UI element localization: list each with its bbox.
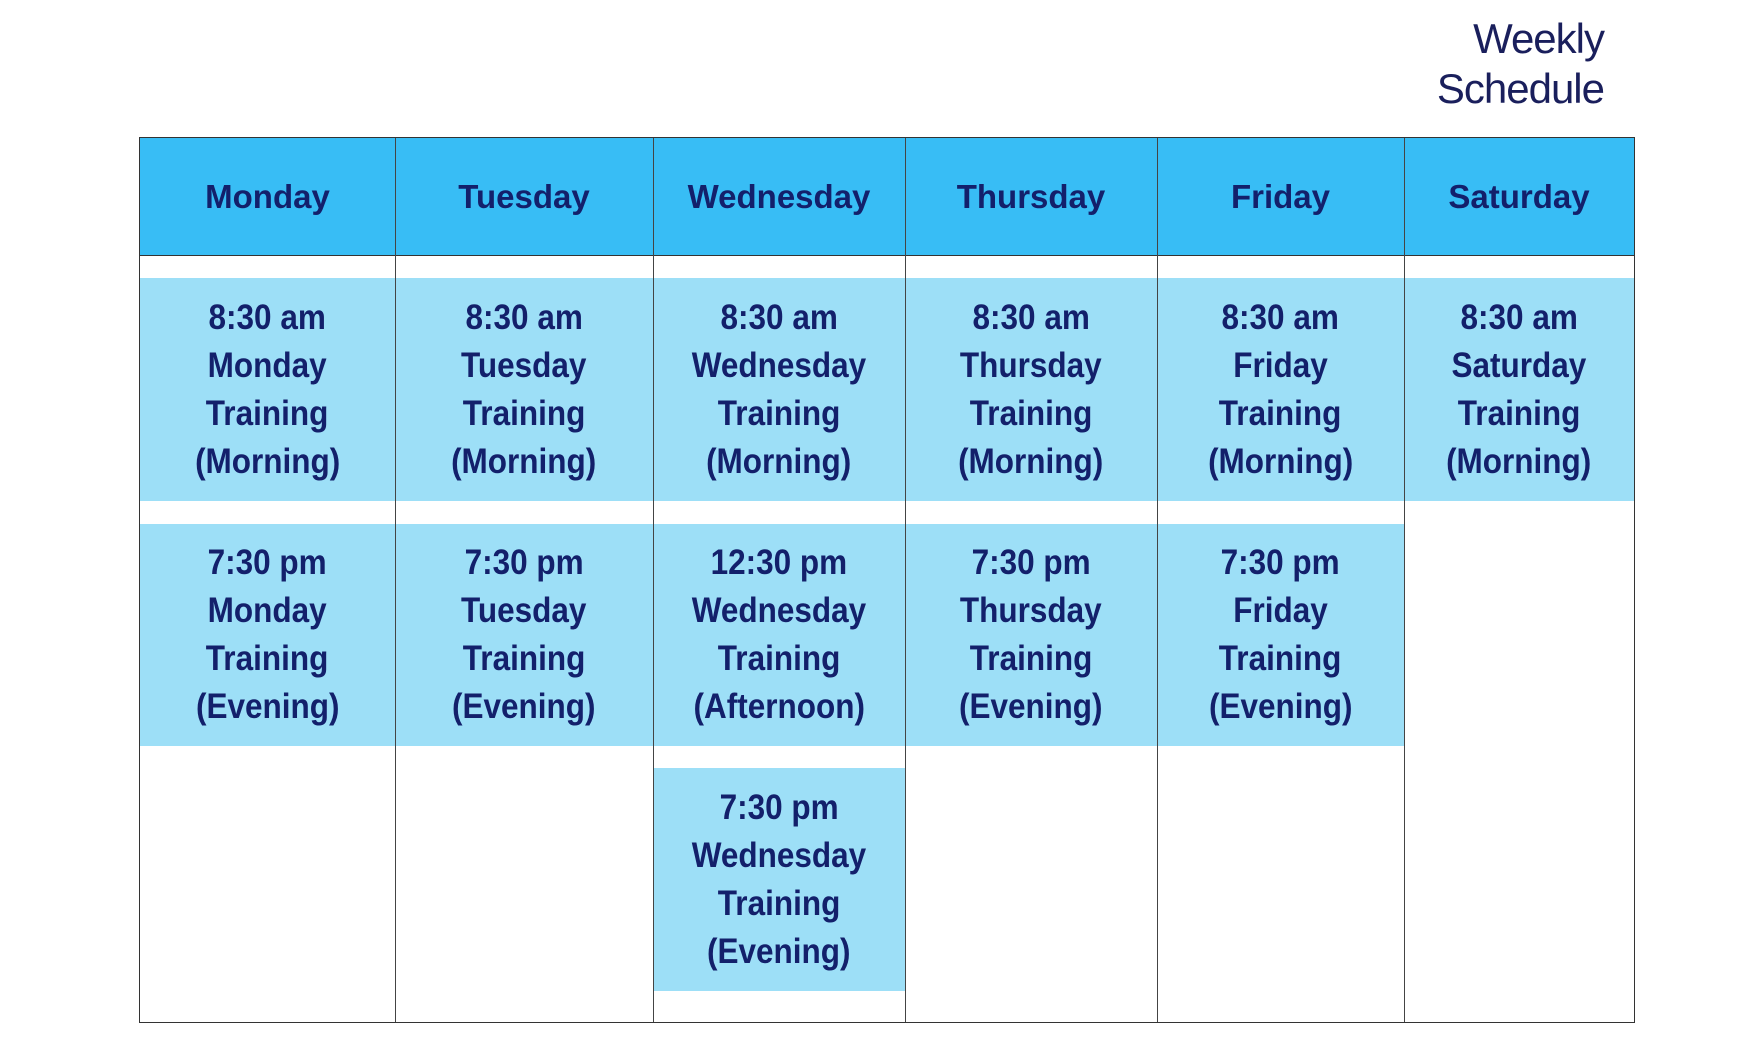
session-line: Friday (1233, 591, 1328, 630)
session-line: Training (717, 393, 841, 433)
session-line: Training (1219, 639, 1342, 678)
session-line: 8:30 am (465, 297, 583, 337)
session-line: (Morning) (958, 441, 1104, 481)
session-line: Monday (207, 591, 327, 630)
session-line: Saturday (1451, 345, 1587, 385)
session-line: Thursday (960, 345, 1102, 385)
session-row1-wednesday: 8:30 am Wednesday Training (Morning) (653, 278, 905, 501)
session-line: Training (462, 639, 586, 678)
session-line: Training (1219, 393, 1342, 433)
session-line: Wednesday (691, 835, 867, 875)
session-line: (Morning) (1446, 441, 1592, 481)
session-line: 12:30 pm (710, 543, 848, 582)
title-line-2: Schedule (1436, 65, 1605, 112)
session-row1-friday: 8:30 am Friday Training (Morning) (1157, 278, 1404, 501)
schedule-table: Monday 8:30 am Monday Training (Morning) 7:30… (139, 137, 1635, 1023)
session-row2-thursday: 7:30 pm Thursday Training (Evening) (905, 524, 1157, 746)
day-header-saturday: Saturday (1448, 177, 1590, 215)
session-line: 8:30 am (1460, 297, 1578, 337)
session-line: 7:30 pm (1220, 543, 1341, 582)
day-header-tuesday: Tuesday (458, 177, 590, 215)
session-line: Training (717, 639, 841, 678)
session-line: Training (206, 639, 329, 678)
session-line: (Evening) (959, 687, 1103, 726)
session-line: Monday (207, 345, 327, 385)
session-line: 7:30 pm (464, 543, 584, 582)
session-row1-monday: 8:30 am Monday Training (Morning) (140, 278, 395, 501)
column-divider (1157, 138, 1158, 1022)
session-line: (Morning) (1207, 441, 1354, 481)
day-header-friday: Friday (1230, 177, 1331, 215)
session-row2-wednesday: 12:30 pm Wednesday Training (Afternoon) (653, 524, 905, 746)
session-line: 8:30 am (1221, 297, 1340, 337)
session-line: Tuesday (461, 591, 587, 630)
session-line: 7:30 pm (971, 543, 1091, 582)
session-line: Thursday (960, 591, 1102, 630)
session-line: Training (462, 393, 586, 433)
session-line: Training (1457, 393, 1581, 433)
column-divider (905, 138, 906, 1022)
session-line: 8:30 am (972, 297, 1090, 337)
session-line: 8:30 am (720, 297, 838, 337)
session-line: Wednesday (691, 591, 867, 630)
day-header-monday: Monday (205, 177, 330, 215)
session-row2-monday: 7:30 pm Monday Training (Evening) (140, 524, 395, 746)
session-line: 7:30 pm (719, 787, 839, 827)
page-title: Weekly Schedule (1436, 14, 1605, 114)
session-row1-saturday: 8:30 am Saturday Training (Morning) (1404, 278, 1634, 501)
session-row1-thursday: 8:30 am Thursday Training (Morning) (905, 278, 1157, 501)
column-divider (653, 138, 654, 1022)
session-line: Training (206, 393, 329, 433)
session-row3-wednesday: 7:30 pm Wednesday Training (Evening) (653, 768, 905, 991)
session-row2-friday: 7:30 pm Friday Training (Evening) (1157, 524, 1404, 746)
session-row1-tuesday: 8:30 am Tuesday Training (Morning) (395, 278, 653, 501)
session-line: Training (717, 883, 841, 923)
session-line: Training (969, 393, 1093, 433)
table-header (140, 138, 1634, 256)
session-line: Friday (1233, 345, 1328, 385)
session-line: Training (969, 639, 1093, 678)
day-header-wednesday: Wednesday (687, 177, 871, 215)
column-divider (1404, 138, 1405, 1022)
session-line: (Morning) (706, 441, 852, 481)
column-divider (395, 138, 396, 1022)
session-row2-tuesday: 7:30 pm Tuesday Training (Evening) (395, 524, 653, 746)
session-line: (Evening) (707, 931, 851, 971)
session-line: (Evening) (1208, 687, 1353, 726)
session-line: Tuesday (461, 345, 587, 385)
session-line: (Evening) (195, 687, 340, 726)
session-line: (Morning) (451, 441, 597, 481)
session-line: (Evening) (452, 687, 596, 726)
day-header-thursday: Thursday (956, 177, 1106, 215)
session-line: (Afternoon) (693, 687, 865, 726)
session-line: 7:30 pm (207, 543, 328, 582)
session-line: 8:30 am (208, 297, 327, 337)
title-line-1: Weekly (1473, 15, 1605, 62)
session-line: Wednesday (691, 345, 867, 385)
session-line: (Morning) (194, 441, 341, 481)
